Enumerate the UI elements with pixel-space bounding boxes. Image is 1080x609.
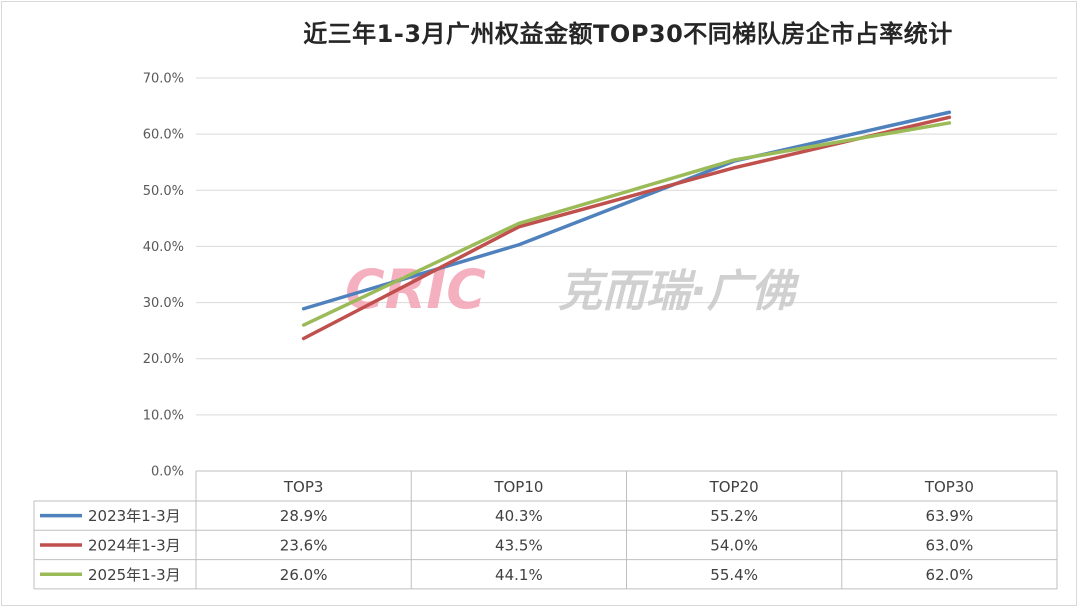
data-table: TOP3 TOP10 TOP20 TOP30 2023年1-3月 28.9% 40.3% 55…	[33, 470, 1058, 590]
data-label: 55.2%	[710, 507, 758, 525]
y-tick-label: 0.0%	[151, 465, 184, 480]
data-label: 26.0%	[280, 566, 328, 584]
watermark-text: 克而瑞·广佛	[558, 266, 800, 317]
data-label: 62.0%	[926, 566, 974, 584]
y-tick-label: 40.0%	[143, 240, 184, 255]
x-tick-label: TOP20	[709, 478, 759, 496]
y-tick-label: 30.0%	[143, 296, 184, 311]
data-label: 55.4%	[710, 566, 758, 584]
y-tick-label: 50.0%	[143, 184, 184, 199]
y-tick-label: 60.0%	[143, 128, 184, 143]
y-tick-label: 70.0%	[143, 72, 184, 87]
data-label: 54.0%	[710, 536, 758, 554]
legend-label: 2025年1-3月	[88, 566, 181, 584]
watermark: CRIC 克而瑞·广佛	[345, 258, 800, 321]
series-lines	[301, 110, 952, 341]
x-tick-label: TOP30	[924, 478, 974, 496]
series-line	[301, 121, 952, 327]
data-label: 43.5%	[495, 536, 543, 554]
legend-label: 2023年1-3月	[88, 507, 181, 525]
chart-title: 近三年1-3月广州权益金额TOP30不同梯队房企市占率统计	[303, 20, 953, 48]
data-label: 23.6%	[280, 536, 328, 554]
data-label: 63.9%	[926, 507, 974, 525]
data-label: 63.0%	[926, 536, 974, 554]
series-line	[301, 110, 952, 311]
legend-label: 2024年1-3月	[88, 536, 181, 554]
x-tick-label: TOP10	[493, 478, 543, 496]
y-tick-labels: 0.0% 10.0% 20.0% 30.0% 40.0% 50.0% 60.0% 70.0%	[143, 72, 184, 480]
y-tick-label: 20.0%	[143, 352, 184, 367]
y-tick-label: 10.0%	[143, 408, 184, 423]
data-label: 28.9%	[280, 507, 328, 525]
data-label: 44.1%	[495, 566, 543, 584]
data-label: 40.3%	[495, 507, 543, 525]
x-tick-label: TOP3	[283, 478, 324, 496]
